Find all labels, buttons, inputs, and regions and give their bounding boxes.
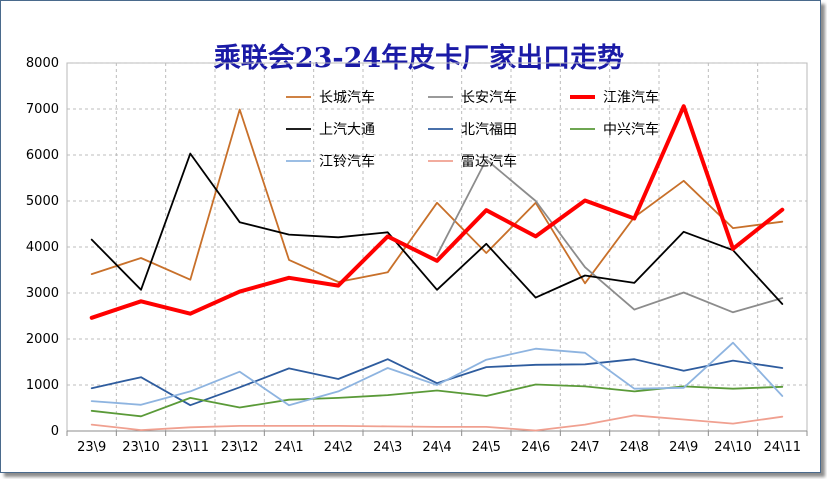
series-line <box>89 104 785 320</box>
line-chart: 乘联会23-24年皮卡厂家出口走势 0 1000 2000 3000 4000 5000 6… <box>26 42 808 455</box>
legend-label: 长城汽车 <box>319 89 375 106</box>
x-tick-label: 23\9 <box>77 440 106 455</box>
y-tick-label: 5000 <box>26 194 59 209</box>
x-tick-label: 24\4 <box>422 440 451 455</box>
series-line <box>90 341 784 407</box>
series-line <box>90 414 784 432</box>
x-tick-label: 24\10 <box>714 440 751 455</box>
x-tick-label: 24\2 <box>324 440 353 455</box>
y-tick-label: 8000 <box>26 56 59 71</box>
axes: 0 1000 2000 3000 4000 5000 6000 7000 8000 23\9 23\… <box>26 56 808 455</box>
series-line <box>90 108 784 285</box>
series-line <box>436 158 784 314</box>
series-line <box>90 358 784 407</box>
legend-label: 江铃汽车 <box>319 153 375 170</box>
y-tick-label: 3000 <box>26 286 59 301</box>
y-tick-label: 1000 <box>26 378 59 393</box>
legend-label: 上汽大通 <box>319 122 375 138</box>
x-tick-label: 24\5 <box>472 440 501 455</box>
legend-label: 中兴汽车 <box>603 121 659 138</box>
legend-label: 长安汽车 <box>461 89 517 106</box>
x-tick-label: 24\1 <box>274 440 303 455</box>
legend-label: 北汽福田 <box>461 122 517 138</box>
x-tick-label: 24\9 <box>669 440 698 455</box>
x-tick-label: 23\11 <box>172 440 209 455</box>
y-tick-label: 6000 <box>26 148 59 163</box>
x-tick-label: 23\12 <box>221 440 258 455</box>
y-tick-label: 0 <box>51 424 59 439</box>
x-tick-label: 24\7 <box>570 440 599 455</box>
x-tick-label: 24\6 <box>521 440 550 455</box>
x-tick-label: 24\11 <box>764 440 801 455</box>
y-tick-label: 4000 <box>26 240 59 255</box>
y-tick-label: 7000 <box>26 102 59 117</box>
x-tick-label: 24\8 <box>620 440 649 455</box>
x-tick-label: 24\3 <box>373 440 402 455</box>
y-tick-label: 2000 <box>26 332 59 347</box>
legend-label: 雷达汽车 <box>461 153 517 170</box>
series-lines <box>89 104 785 432</box>
legend-label: 江淮汽车 <box>603 89 659 106</box>
x-tick-label: 23\10 <box>122 440 159 455</box>
chart-title: 乘联会23-24年皮卡厂家出口走势 <box>213 42 624 74</box>
series-line <box>90 152 784 305</box>
